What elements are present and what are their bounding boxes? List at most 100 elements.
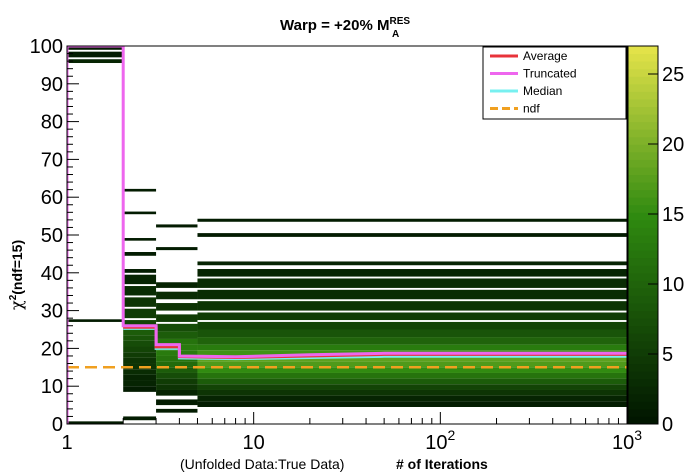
heatmap-cell — [123, 380, 157, 387]
heatmap-cell — [197, 321, 627, 330]
heatmap-cell — [123, 320, 157, 326]
heatmap-cell — [67, 59, 124, 64]
x-tick-label: 1 — [61, 432, 72, 454]
colorbar-cell — [628, 121, 658, 130]
heatmap-cell — [156, 399, 198, 406]
colorbar-cell — [628, 129, 658, 138]
colorbar-cell — [628, 340, 658, 349]
colorbar-cell — [628, 235, 658, 244]
colorbar-cell — [628, 401, 658, 410]
heatmap-cell — [156, 323, 198, 332]
chart-title: Warp = +20% MRES A — [280, 16, 410, 40]
y-tick-label: 30 — [41, 301, 63, 323]
colorbar-cell — [628, 333, 658, 342]
colorbar-cell — [628, 416, 658, 425]
colorbar-cell — [628, 61, 658, 70]
colorbar-cell — [628, 310, 658, 319]
colorbar-cell — [628, 166, 658, 176]
heatmap-cell — [197, 344, 627, 351]
y-axis: 0 10 20 30 40 50 60 70 80 90 100 — [30, 36, 79, 436]
y-tick-label: 40 — [41, 263, 63, 285]
colorbar-tick-label: 0 — [662, 414, 673, 436]
y-tick-label: 0 — [52, 414, 63, 436]
heatmap-cell — [123, 357, 157, 364]
y-tick-label: 90 — [41, 74, 63, 96]
colorbar-cell — [628, 303, 658, 312]
colorbar-cell — [628, 159, 658, 168]
heatmap-cell — [156, 291, 198, 300]
heatmap-cell — [197, 372, 627, 379]
heatmap-cell — [67, 46, 124, 50]
colorbar-cell — [628, 295, 658, 304]
series-line-truncated — [67, 46, 627, 424]
colorbar-cell — [628, 355, 658, 365]
y-tick-label: 50 — [41, 225, 63, 247]
heatmap-cell — [156, 384, 198, 390]
heatmap-cell — [123, 340, 157, 347]
heatmap-cell — [197, 269, 627, 277]
heatmap-cell — [197, 389, 627, 396]
colorbar-cell — [628, 348, 658, 357]
heatmap-cell — [197, 218, 627, 222]
heatmap-cell — [156, 361, 198, 368]
colorbar-cell — [628, 219, 658, 228]
heatmap-cell — [156, 378, 198, 385]
heatmap-cell — [67, 421, 124, 424]
colorbar-cell — [628, 318, 658, 327]
colorbar-cell — [628, 76, 658, 85]
colorbar-cell — [628, 83, 658, 92]
x-axis-note: (Unfolded Data:True Data) — [180, 456, 344, 472]
heatmap-cell — [156, 338, 198, 345]
heatmap-cell — [197, 401, 627, 407]
heatmap-cell — [123, 252, 157, 256]
y-tick-label: 20 — [41, 338, 63, 360]
colorbar-cell — [628, 280, 658, 289]
colorbar-cell — [628, 46, 658, 55]
colorbar-tick-label: 10 — [662, 274, 684, 296]
heatmap-cell — [197, 367, 627, 373]
colorbar-cell — [628, 68, 658, 77]
heatmap-cell — [123, 238, 157, 241]
heatmap-cell — [197, 329, 627, 338]
heatmap-cell — [123, 211, 157, 215]
heatmap-cell — [123, 297, 157, 307]
heatmap-cell — [197, 395, 627, 402]
colorbar-cell — [628, 386, 658, 395]
legend-label: Truncated — [523, 67, 577, 81]
colorbar-cell — [628, 363, 658, 372]
colorbar: 0 5 10 15 20 25 — [627, 45, 684, 436]
colorbar-cell — [628, 53, 658, 62]
colorbar-cell — [628, 182, 658, 191]
colorbar-cell — [628, 265, 658, 274]
colorbar-tick-label: 25 — [662, 64, 684, 86]
heatmap-cell — [197, 233, 627, 237]
y-tick-label: 10 — [41, 376, 63, 398]
legend-label: Median — [523, 84, 562, 98]
x-tick-label: 102 — [425, 427, 455, 454]
heatmap-cell — [67, 319, 124, 322]
colorbar-cell — [628, 212, 658, 221]
y-tick-label: 100 — [30, 36, 63, 58]
colorbar-cell — [628, 114, 658, 123]
heatmap-cell — [123, 274, 157, 285]
heatmap-cell — [197, 301, 627, 311]
heatmap-cell — [156, 408, 198, 413]
heatmap-cell — [197, 278, 627, 288]
heatmap-cell — [197, 384, 627, 390]
colorbar-cell — [628, 378, 658, 387]
x-tick-label: 103 — [612, 427, 642, 454]
heatmap-cell — [123, 269, 157, 273]
colorbar-cell — [628, 272, 658, 281]
colorbar-cell — [628, 98, 658, 107]
heatmap-cell — [197, 261, 627, 266]
colorbar-cell — [628, 393, 658, 402]
colorbar-cell — [628, 242, 658, 251]
colorbar-cell — [628, 91, 658, 100]
heatmap-cell — [123, 346, 157, 353]
legend: Average Truncated Median ndf — [482, 46, 627, 120]
colorbar-cell — [628, 257, 658, 266]
legend-label: ndf — [523, 102, 540, 116]
heatmap-cell — [197, 289, 627, 300]
